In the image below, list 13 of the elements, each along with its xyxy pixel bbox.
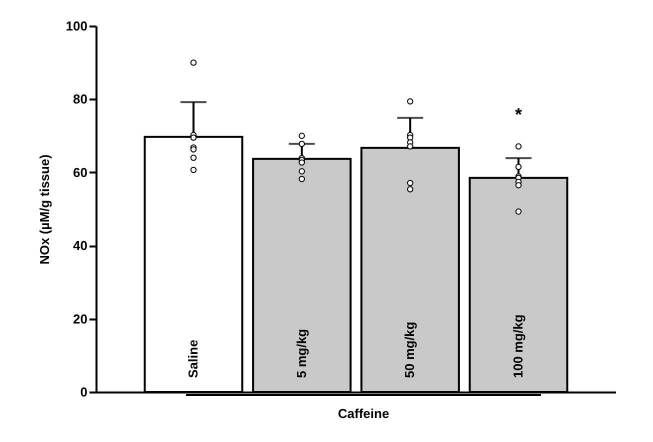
y-axis-title: NOx (µM/g tissue) xyxy=(36,154,52,265)
y-tick-label: 40 xyxy=(73,238,88,254)
x-tick-label: Saline xyxy=(186,340,200,378)
y-tick-label: 80 xyxy=(73,92,88,107)
y-tick-label: 0 xyxy=(80,384,88,400)
annotation: * xyxy=(514,104,522,124)
x-tick-label: 50 mg/kg xyxy=(402,322,418,378)
y-tick-label: 20 xyxy=(73,311,88,326)
x-tick-label: 100 mg/kg xyxy=(510,314,526,378)
text: Caffeine xyxy=(338,406,390,421)
y-tick-label: 60 xyxy=(73,164,88,180)
x-tick-label: 5 mg/kg xyxy=(294,328,309,378)
y-tick-label: 100 xyxy=(66,18,88,34)
